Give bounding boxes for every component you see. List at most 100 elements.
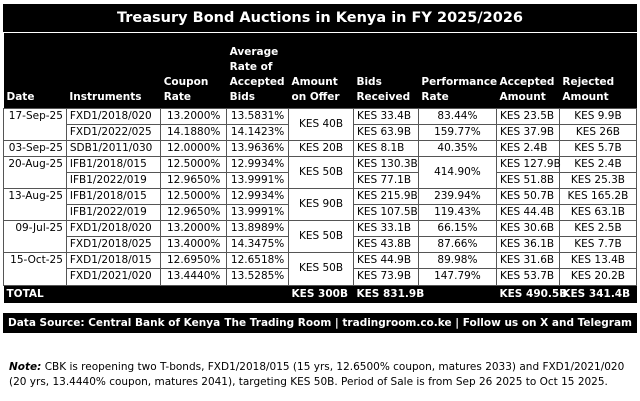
accepted-cell: KES 31.6B [495,252,560,270]
bids-cell: KES 63.9B [352,123,419,141]
accepted-cell: KES 37.9B [495,123,560,141]
avg-rate-cell: 13.9636% [226,139,290,157]
coupon-cell: 12.9650% [160,204,228,222]
instrument-cell: FXD1/2021/020 [65,268,162,286]
coupon-cell: 14.1880% [160,123,228,141]
bids-cell: KES 107.5B [352,204,419,222]
instrument-cell: FXD1/2018/015 [65,252,162,270]
bids-cell: KES 33.1B [352,220,419,238]
rejected-cell: KES 9.9B [558,107,638,125]
coupon-cell: 12.0000% [160,139,228,157]
instrument-cell: FXD1/2018/020 [65,220,162,238]
note-text: CBK is reopening two T-bonds, FXD1/2018/… [9,361,625,388]
footer-bar: Data Source: Central Bank of Kenya The T… [3,313,637,333]
bids-cell: KES 8.1B [352,139,419,157]
total-row: TOTAL KES 300B KES 831.9B KES 490.5B KES… [3,285,637,303]
avg-rate-cell: 13.8989% [226,220,290,238]
date-cell: 20-Aug-25 [3,155,67,189]
coupon-cell: 12.5000% [160,187,228,206]
performance-cell: 159.77% [417,123,497,141]
date-cell: 03-Sep-25 [3,139,67,157]
offer-cell: KES 50B [288,220,354,254]
offer-cell: KES 90B [288,187,354,222]
performance-cell: 414.90% [417,155,497,189]
accepted-cell: KES 127.9B [495,155,561,173]
table-row: 03-Sep-25 SDB1/2011/030 12.0000% 13.9636… [3,139,638,157]
avg-rate-cell: 14.1423% [226,123,290,141]
avg-rate-cell: 12.9934% [226,187,290,206]
rejected-cell: KES 5.7B [558,139,638,157]
instrument-cell: SDB1/2011/030 [65,139,162,157]
accepted-cell: KES 44.4B [495,204,560,222]
accepted-cell: KES 53.7B [495,268,560,286]
table-row: IFB1/2022/019 12.9650% 13.9991% KES 77.1… [4,171,638,189]
coupon-cell: 12.6950% [160,252,228,270]
bids-cell: KES 215.9B [352,187,419,206]
header-performance-rate: Performance Rate [418,33,497,108]
total-label: TOTAL [3,285,161,303]
rejected-cell: KES 20.2B [558,268,638,286]
coupon-cell: 12.9650% [160,171,228,189]
table-row: 13-Aug-25 IFB1/2018/015 12.5000% 12.9934… [3,187,638,222]
header-bids-received: Bids Received [353,33,419,108]
performance-cell: 239.94% [417,187,497,206]
avg-rate-cell: 13.5831% [226,107,290,125]
performance-cell: 83.44% [417,107,497,125]
table-row: 17-Sep-25 FXD1/2018/020 13.2000% 13.5831… [3,107,638,141]
offer-cell: KES 40B [288,107,354,141]
performance-cell: 147.79% [417,268,497,286]
date-cell: 15-Oct-25 [3,252,67,286]
rejected-cell: KES 13.4B [558,252,638,270]
performance-cell: 66.15% [417,220,497,238]
accepted-cell: KES 2.4B [495,139,560,157]
coupon-cell: 13.4000% [160,236,228,254]
credit-line: The Trading Room | tradingroom.co.ke | F… [224,317,632,329]
rejected-cell: KES 26B [558,123,638,141]
page-title: Treasury Bond Auctions in Kenya in FY 20… [3,4,637,32]
rejected-cell: KES 63.1B [558,204,638,222]
table-row: 09-Jul-25 FXD1/2018/020 13.2000% 13.8989… [3,220,638,254]
total-rejected: KES 341.4B [559,285,637,303]
header-average-rate: Average Rate of Accepted Bids [226,33,289,108]
accepted-cell: KES 50.7B [495,187,560,206]
accepted-cell: KES 51.8B [495,171,560,189]
avg-rate-cell: 13.5285% [226,268,290,286]
performance-cell: 87.66% [417,236,497,254]
accepted-cell: KES 36.1B [495,236,560,254]
header-amount-on-offer: Amount on Offer [288,33,354,108]
instrument-cell: FXD1/2018/025 [65,236,162,254]
rejected-cell: KES 2.5B [558,220,638,238]
header-coupon-rate: Coupon Rate [160,33,227,108]
instrument-cell: FXD1/2018/020 [65,107,162,125]
rejected-cell: KES 25.3B [558,171,638,189]
date-cell: 09-Jul-25 [3,220,67,254]
performance-cell: 119.43% [417,204,497,222]
performance-cell: 40.35% [417,139,497,157]
header-accepted-amount: Accepted Amount [496,33,560,108]
table-row: FXD1/2018/025 13.4000% 14.3475% KES 43.8… [4,236,638,254]
performance-cell: 89.98% [417,252,497,270]
date-cell: 17-Sep-25 [3,107,67,141]
instrument-cell: IFB1/2018/015 [65,155,162,173]
rejected-cell: KES 7.7B [558,236,638,254]
instrument-cell: FXD1/2022/025 [65,123,162,141]
coupon-cell: 13.4440% [160,268,228,286]
rejected-cell: KES 2.4B [558,155,638,173]
total-offer: KES 300B [288,285,354,303]
bids-cell: KES 43.8B [352,236,419,254]
bids-cell: KES 77.1B [352,171,419,189]
coupon-cell: 12.5000% [160,155,228,173]
coupon-cell: 13.2000% [160,220,228,238]
table-row: IFB1/2022/019 12.9650% 13.9991% KES 107.… [4,204,638,222]
avg-rate-cell: 13.9991% [226,171,290,189]
header-rejected-amount: Rejected Amount [559,33,637,108]
bond-auction-table: Date Instruments Coupon Rate Average Rat… [3,33,638,303]
avg-rate-cell: 14.3475% [226,236,290,254]
offer-cell: KES 20B [288,139,354,157]
total-bids: KES 831.9B [353,285,424,303]
header-instruments: Instruments [66,33,161,108]
bids-cell: KES 33.4B [352,107,419,125]
table-header-row: Date Instruments Coupon Rate Average Rat… [3,33,637,108]
table-row: FXD1/2022/025 14.1880% 14.1423% KES 63.9… [4,123,638,141]
instrument-cell: IFB1/2022/019 [65,204,162,222]
